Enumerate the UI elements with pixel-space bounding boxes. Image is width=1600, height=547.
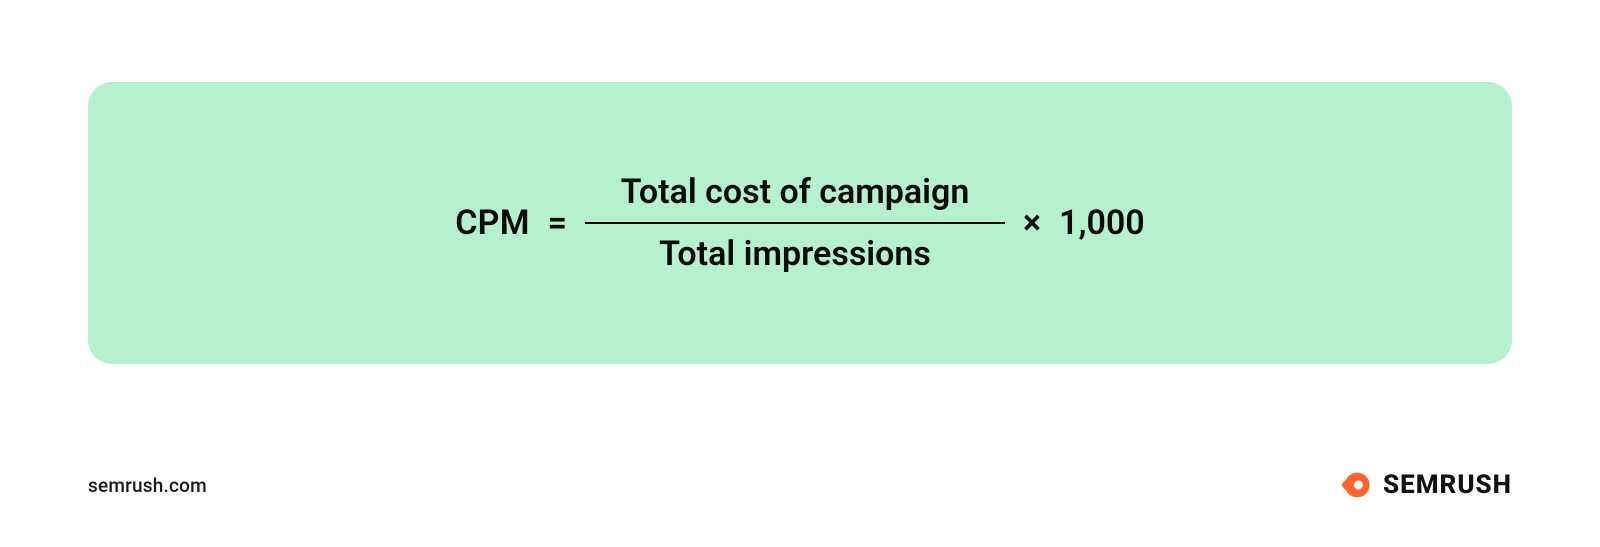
brand: SEMRUSH [1337, 467, 1512, 503]
formula-numerator: Total cost of campaign [621, 172, 970, 212]
formula-fraction: Total cost of campaign Total impressions [585, 172, 1005, 274]
formula-lhs: CPM [455, 203, 529, 243]
brand-wordmark: SEMRUSH [1383, 470, 1512, 500]
formula-card: CPM = Total cost of campaign Total impre… [88, 82, 1512, 364]
formula-multiplier: 1,000 [1059, 203, 1145, 243]
times-symbol: × [1023, 203, 1041, 243]
fraction-bar [585, 222, 1005, 224]
footer: semrush.com SEMRUSH [88, 465, 1512, 505]
formula-denominator: Total impressions [659, 234, 931, 274]
cpm-formula: CPM = Total cost of campaign Total impre… [455, 172, 1144, 274]
source-url: semrush.com [88, 474, 207, 497]
semrush-flame-icon [1337, 467, 1373, 503]
equals-sign: = [548, 203, 567, 243]
